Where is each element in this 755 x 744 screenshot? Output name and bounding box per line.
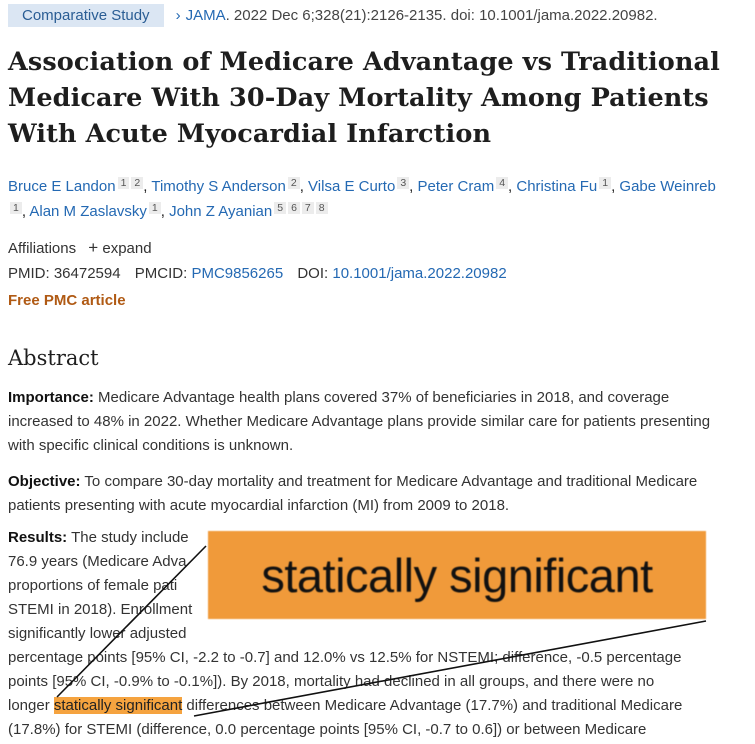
affiliations-toggle[interactable]: Affiliations + expand bbox=[8, 238, 152, 258]
results-line: proportions of female pati bbox=[8, 577, 178, 594]
results-line: STEMI in 2018). Enrollment bbox=[8, 601, 193, 618]
article-title: Association of Medicare Advantage vs Tra… bbox=[8, 47, 720, 149]
highlighted-text: statically significant bbox=[53, 697, 183, 714]
author-link[interactable]: John Z Ayanian bbox=[169, 203, 273, 220]
separator: , bbox=[21, 203, 30, 220]
separator: , bbox=[508, 178, 517, 195]
affiliation-ref[interactable]: 2 bbox=[287, 177, 300, 189]
separator: , bbox=[143, 178, 152, 195]
affiliation-ref[interactable]: 5 bbox=[274, 202, 287, 214]
zoom-connector-left bbox=[56, 545, 207, 698]
pmcid-link[interactable]: PMC9856265 bbox=[191, 265, 284, 282]
importance-text: Medicare Advantage health plans covered … bbox=[8, 389, 711, 454]
journal-link[interactable]: JAMA bbox=[185, 6, 226, 24]
zoom-connector-right bbox=[193, 620, 707, 717]
author-item: Christina Fu 1 bbox=[516, 177, 612, 195]
article-type-tag[interactable]: Comparative Study bbox=[8, 3, 164, 27]
separator: , bbox=[299, 178, 309, 195]
free-pmc-link[interactable]: Free PMC article bbox=[8, 292, 126, 309]
results-line: significantly lower adjusted bbox=[8, 625, 187, 642]
pmid-value: 36472594 bbox=[53, 265, 121, 282]
zoom-callout: statically significant bbox=[208, 531, 706, 619]
chevron-right-icon: › bbox=[175, 6, 181, 24]
importance-label: Importance: bbox=[8, 389, 94, 406]
author-item: Vilsa E Curto 3 bbox=[308, 177, 410, 195]
article-ids: PMID: 36472594 PMCID: PMC9856265 DOI: 10… bbox=[8, 265, 507, 282]
author-item: Peter Cram 4 bbox=[417, 177, 509, 195]
results-paragraph: Results: The study include 76.9 years (M… bbox=[8, 526, 738, 742]
author-item: Timothy S Anderson 2 bbox=[151, 177, 300, 195]
author-item: John Z Ayanian 5 6 7 8 bbox=[169, 202, 328, 220]
author-item: Alan M Zaslavsky 1 bbox=[29, 202, 161, 220]
author-link[interactable]: Alan M Zaslavsky bbox=[29, 203, 147, 220]
plus-icon: + bbox=[88, 238, 99, 257]
author-link[interactable]: Christina Fu bbox=[516, 178, 598, 195]
affiliation-ref[interactable]: 3 bbox=[397, 177, 410, 189]
results-line: (17.8%) for STEMI (difference, 0.0 perce… bbox=[8, 721, 647, 738]
results-line: percentage points [95% CI, -2.2 to -0.7]… bbox=[8, 649, 682, 666]
author-link[interactable]: Vilsa E Curto bbox=[308, 178, 396, 195]
objective-text: To compare 30-day mortality and treatmen… bbox=[8, 473, 698, 514]
results-label: Results: bbox=[8, 529, 68, 546]
author-link[interactable]: Bruce E Landon bbox=[8, 178, 116, 195]
affiliation-ref[interactable]: 4 bbox=[496, 177, 509, 189]
author-item: Bruce E Landon 1 2 bbox=[8, 177, 144, 195]
separator: , bbox=[409, 178, 418, 195]
author-link[interactable]: Timothy S Anderson bbox=[151, 178, 286, 195]
expand-label: expand bbox=[102, 240, 152, 257]
results-line: The study include bbox=[67, 529, 189, 546]
objective-label: Objective: bbox=[8, 473, 81, 490]
affiliation-ref[interactable]: 7 bbox=[301, 202, 314, 214]
affiliation-ref[interactable]: 6 bbox=[288, 202, 300, 214]
doi-link[interactable]: 10.1001/jama.2022.20982 bbox=[332, 265, 507, 282]
results-line: differences between Medicare Advantage (… bbox=[182, 697, 683, 714]
affiliation-ref[interactable]: 1 bbox=[599, 177, 612, 189]
affiliations-label: Affiliations bbox=[8, 240, 77, 257]
pmcid-label: PMCID: bbox=[134, 265, 188, 282]
results-line: longer bbox=[8, 697, 54, 714]
author-list: Bruce E Landon 1 2, Timothy S Anderson 2, V… bbox=[8, 174, 728, 224]
author-link[interactable]: Peter Cram bbox=[417, 178, 495, 195]
pmid-label: PMID: bbox=[8, 265, 50, 282]
affiliation-ref[interactable]: 8 bbox=[315, 202, 328, 214]
author-item: Gabe Weinreb 1 bbox=[8, 178, 716, 220]
results-line: 76.9 years (Medicare Adva bbox=[8, 553, 187, 570]
citation-bar: Comparative Study › JAMA . 2022 Dec 6;32… bbox=[8, 2, 658, 28]
importance-paragraph: Importance: Medicare Advantage health pl… bbox=[8, 386, 738, 458]
affiliation-ref[interactable]: 1 bbox=[148, 202, 161, 214]
affiliation-ref[interactable]: 1 bbox=[117, 177, 130, 189]
citation-text: . 2022 Dec 6;328(21):2126-2135. doi: 10.… bbox=[225, 6, 658, 24]
affiliation-ref[interactable]: 2 bbox=[131, 177, 144, 189]
objective-paragraph: Objective: To compare 30-day mortality a… bbox=[8, 470, 738, 518]
separator: , bbox=[611, 178, 620, 195]
results-line: points [95% CI, -0.9% to -0.1%]). By 201… bbox=[8, 673, 655, 690]
affiliation-ref[interactable]: 1 bbox=[10, 202, 22, 214]
author-link[interactable]: Gabe Weinreb bbox=[619, 178, 716, 195]
abstract-heading: Abstract bbox=[8, 346, 99, 370]
doi-label: DOI: bbox=[297, 265, 329, 282]
separator: , bbox=[160, 203, 170, 220]
